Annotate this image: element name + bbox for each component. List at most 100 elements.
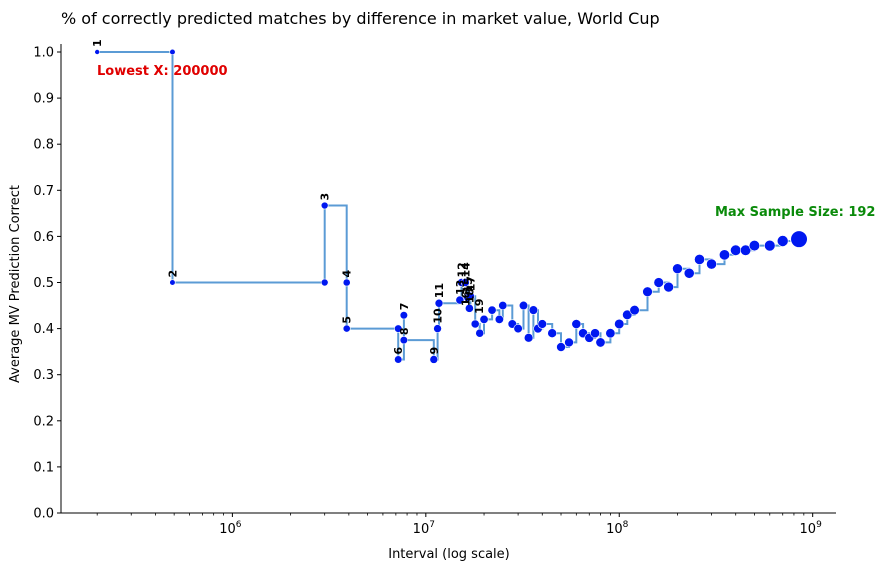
data-point bbox=[320, 201, 329, 210]
data-point bbox=[622, 309, 633, 320]
y-tick-label: 0.4 bbox=[33, 322, 54, 337]
data-point bbox=[694, 254, 705, 265]
data-point bbox=[748, 240, 761, 252]
x-ticks: 106 107 108 109 bbox=[219, 513, 822, 537]
data-point bbox=[706, 258, 717, 270]
data-point bbox=[528, 305, 539, 315]
point-label: 2 bbox=[167, 270, 180, 278]
point-label: 18 bbox=[463, 288, 476, 303]
data-point bbox=[342, 278, 351, 287]
point-label: 11 bbox=[433, 283, 446, 298]
data-point bbox=[465, 303, 474, 313]
data-point bbox=[394, 355, 403, 364]
point-label: 16 bbox=[459, 290, 472, 306]
data-point bbox=[564, 337, 574, 348]
chart-title: % of correctly predicted matches by diff… bbox=[61, 9, 660, 28]
data-point bbox=[169, 48, 176, 56]
plot-area bbox=[97, 51, 800, 361]
y-tick-label: 0.1 bbox=[33, 460, 54, 475]
point-label: 7 bbox=[398, 303, 411, 311]
data-point bbox=[739, 244, 752, 256]
x-tick-label: 107 bbox=[413, 520, 435, 537]
data-point bbox=[547, 328, 557, 339]
y-axis-label: Average MV Prediction Correct bbox=[8, 185, 23, 383]
data-point bbox=[455, 295, 465, 305]
data-point bbox=[730, 244, 742, 256]
point-label: 13 bbox=[454, 280, 467, 295]
data-point bbox=[320, 278, 329, 287]
point-label: 6 bbox=[392, 347, 405, 355]
y-tick-label: 0.3 bbox=[33, 368, 54, 383]
point-label: 4 bbox=[341, 270, 354, 278]
data-point bbox=[513, 324, 523, 334]
x-tick-label: 109 bbox=[800, 520, 823, 537]
data-point bbox=[429, 355, 439, 364]
data-point bbox=[629, 305, 640, 316]
data-point bbox=[487, 305, 497, 315]
data-point bbox=[605, 328, 616, 339]
x-tick-label: 106 bbox=[219, 520, 242, 537]
y-tick-label: 0.6 bbox=[33, 230, 54, 245]
data-markers bbox=[94, 48, 809, 364]
max-sample-point bbox=[790, 230, 809, 249]
lowest-x-annotation: Lowest X: 200000 bbox=[97, 64, 228, 79]
data-point bbox=[642, 286, 653, 297]
data-point bbox=[394, 324, 403, 333]
data-point bbox=[590, 328, 600, 339]
data-point bbox=[595, 337, 606, 348]
point-label: 8 bbox=[398, 327, 411, 335]
data-point bbox=[169, 279, 176, 286]
data-point bbox=[94, 49, 100, 55]
data-point bbox=[479, 314, 489, 324]
data-point bbox=[614, 318, 625, 330]
point-label: 19 bbox=[473, 299, 486, 314]
data-point bbox=[672, 263, 683, 274]
data-point bbox=[494, 314, 504, 324]
data-point bbox=[653, 277, 664, 288]
point-label: 9 bbox=[428, 347, 441, 355]
data-point bbox=[518, 300, 529, 311]
data-point bbox=[465, 291, 475, 301]
data-point bbox=[498, 301, 508, 311]
data-point bbox=[537, 319, 547, 329]
data-point bbox=[571, 319, 582, 329]
x-axis-label: Interval (log scale) bbox=[388, 547, 510, 562]
point-label: 3 bbox=[319, 193, 332, 201]
data-point bbox=[523, 333, 534, 343]
point-label: 17 bbox=[464, 276, 477, 291]
data-point bbox=[460, 278, 470, 287]
y-tick-label: 0.2 bbox=[33, 414, 54, 429]
y-tick-label: 0.0 bbox=[33, 507, 54, 522]
max-sample-annotation: Max Sample Size: 192 bbox=[715, 205, 875, 220]
data-point bbox=[663, 281, 674, 293]
y-tick-label: 0.9 bbox=[33, 92, 54, 107]
point-label: 12 bbox=[456, 262, 469, 277]
y-tick-label: 1.0 bbox=[33, 46, 54, 61]
data-point bbox=[683, 267, 695, 279]
data-point bbox=[399, 311, 408, 320]
x-tick-label: 108 bbox=[606, 520, 629, 537]
point-label: 10 bbox=[432, 308, 445, 324]
y-tick-label: 0.5 bbox=[33, 276, 54, 291]
data-point bbox=[434, 298, 444, 308]
point-label: 1 bbox=[91, 39, 104, 47]
series-line bbox=[97, 51, 800, 361]
data-point bbox=[433, 324, 442, 333]
point-label: 14 bbox=[459, 262, 472, 278]
x-minor-ticks bbox=[96, 513, 805, 516]
data-point bbox=[475, 328, 485, 338]
y-tick-label: 0.8 bbox=[33, 138, 54, 153]
y-ticks: 0.0 0.1 0.2 0.3 0.4 0.5 0.6 0.7 0.8 0.9 1.0 bbox=[33, 46, 61, 522]
point-label: 5 bbox=[341, 316, 354, 324]
data-point bbox=[776, 235, 789, 247]
data-point bbox=[470, 319, 480, 329]
data-point bbox=[764, 239, 776, 252]
axes bbox=[60, 44, 836, 514]
data-point bbox=[399, 336, 408, 345]
point-label: 15 bbox=[462, 277, 475, 292]
data-point bbox=[718, 249, 730, 261]
data-point bbox=[342, 324, 351, 333]
data-point bbox=[556, 342, 566, 352]
